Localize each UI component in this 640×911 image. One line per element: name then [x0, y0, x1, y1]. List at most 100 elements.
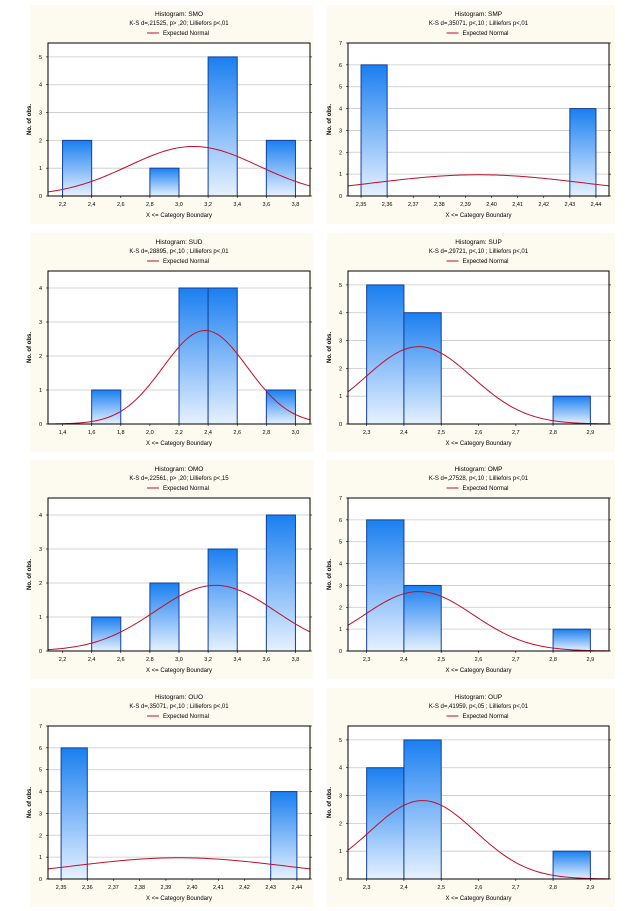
x-tick-label: 2,6	[475, 885, 483, 891]
legend-label: Expected Normal	[163, 259, 209, 265]
y-tick-label: 6	[39, 746, 42, 752]
y-tick-label: 2	[39, 138, 42, 144]
histogram-panel-smp: Histogram: SMP K-S d=,35071, p<,10 ; Lill…	[327, 5, 615, 224]
plot-area	[348, 43, 609, 196]
chart-subtitle: K-S d=,21525, p> ,20; Lilliefors p<,01	[129, 21, 229, 27]
x-tick-label: 2,9	[587, 430, 595, 436]
histogram-bar	[60, 747, 88, 880]
histogram-panel-oup: Histogram: OUP K-S d=,41959, p<,05 ; Lill…	[327, 688, 615, 907]
histogram-panel-sup: Histogram: SUP K-S d=,29721, p<,10 ; Lill…	[327, 233, 615, 452]
x-tick-label: 2,2	[175, 430, 183, 436]
histogram-bar	[207, 56, 238, 197]
x-tick-label: 3,6	[263, 202, 271, 208]
histogram-bar	[366, 767, 405, 880]
y-tick-label: 5	[339, 283, 342, 289]
y-axis-label: No. of obs.	[327, 559, 333, 590]
y-tick-label: 0	[339, 877, 342, 883]
y-tick-label: 3	[339, 128, 342, 134]
y-tick-label: 1	[39, 388, 42, 394]
y-axis-label: No. of obs.	[27, 559, 33, 590]
y-tick-label: 0	[39, 649, 42, 655]
y-tick-label: 2	[339, 821, 342, 827]
expected-normal-curve	[347, 800, 610, 880]
y-tick-label: 0	[339, 422, 342, 428]
y-tick-label: 1	[39, 166, 42, 172]
x-axis-label: X <= Category Boundary	[146, 896, 212, 902]
chart-title: Histogram: SUD	[156, 239, 203, 246]
x-tick-label: 2,8	[549, 885, 557, 891]
x-tick-label: 2,35	[356, 202, 367, 208]
histogram-bar	[265, 139, 296, 197]
x-axis-label: X <= Category Boundary	[146, 668, 212, 674]
x-tick-label: 2,43	[564, 202, 575, 208]
histogram-bar	[265, 514, 296, 652]
x-tick-label: 2,36	[82, 885, 93, 891]
x-tick-label: 3,0	[175, 202, 183, 208]
x-tick-label: 2,7	[512, 657, 520, 663]
x-tick-label: 2,38	[134, 885, 145, 891]
y-tick-label: 3	[339, 794, 342, 800]
legend-label: Expected Normal	[463, 486, 509, 492]
y-tick-label: 1	[339, 849, 342, 855]
x-tick-label: 2,6	[117, 202, 125, 208]
chart-title: Histogram: OUO	[155, 694, 203, 701]
x-tick-label: 2,8	[263, 430, 271, 436]
x-tick-label: 2,4	[88, 202, 96, 208]
legend-label: Expected Normal	[163, 714, 209, 720]
x-tick-label: 3,2	[204, 202, 212, 208]
x-tick-label: 2,38	[434, 202, 445, 208]
x-tick-label: 2,41	[512, 202, 523, 208]
y-tick-label: 3	[339, 583, 342, 589]
chart-subtitle: K-S d=,28895, p<,10 ; Lilliefors p<,01	[129, 249, 229, 255]
x-tick-label: 2,4	[204, 430, 212, 436]
x-axis-label: X <= Category Boundary	[445, 441, 511, 447]
x-tick-label: 3,4	[233, 202, 241, 208]
expected-normal-curve	[47, 329, 311, 425]
x-tick-label: 2,7	[512, 885, 520, 891]
y-axis-label: No. of obs.	[327, 787, 333, 818]
x-axis-label: X <= Category Boundary	[146, 441, 212, 447]
x-tick-label: 2,3	[363, 885, 371, 891]
y-tick-label: 4	[339, 107, 342, 113]
x-axis-label: X <= Category Boundary	[445, 213, 511, 219]
y-tick-label: 1	[39, 615, 42, 621]
x-tick-label: 3,0	[292, 430, 300, 436]
histogram-bar	[552, 628, 591, 652]
expected-normal-curve	[347, 174, 610, 187]
x-tick-label: 3,2	[204, 657, 212, 663]
histogram-panel-smo: Histogram: SMO K-S d=,21525, p> ,20; Lill…	[27, 5, 313, 224]
x-tick-label: 2,6	[117, 657, 125, 663]
y-axis-label: No. of obs.	[27, 104, 33, 135]
x-tick-label: 2,42	[538, 202, 549, 208]
x-tick-label: 2,8	[146, 657, 154, 663]
chart-subtitle: K-S d=,22561, p> ,20; Lilliefors p<,15	[129, 476, 229, 482]
x-tick-label: 3,8	[292, 657, 300, 663]
y-tick-label: 1	[339, 627, 342, 633]
x-tick-label: 2,4	[400, 657, 408, 663]
y-tick-label: 4	[339, 311, 342, 317]
y-tick-label: 4	[339, 766, 342, 772]
x-tick-label: 2,5	[437, 885, 445, 891]
x-tick-label: 3,0	[175, 657, 183, 663]
y-tick-label: 1	[339, 172, 342, 178]
x-tick-label: 2,42	[239, 885, 250, 891]
plot-frame	[47, 725, 311, 880]
x-tick-label: 2,37	[408, 202, 419, 208]
y-tick-label: 0	[339, 194, 342, 200]
chart-subtitle: K-S d=,29721, p<,10 ; Lilliefors p<,01	[429, 249, 529, 255]
y-tick-label: 4	[39, 286, 42, 292]
histogram-bar	[552, 850, 591, 880]
histogram-bar	[552, 395, 591, 425]
x-tick-label: 2,8	[549, 430, 557, 436]
x-tick-label: 2,2	[59, 202, 67, 208]
y-tick-label: 2	[339, 366, 342, 372]
x-axis-label: X <= Category Boundary	[445, 668, 511, 674]
expected-normal-curve	[347, 591, 610, 652]
x-tick-label: 2,35	[56, 885, 67, 891]
x-tick-label: 2,3	[363, 430, 371, 436]
y-tick-label: 7	[39, 724, 42, 730]
x-tick-label: 2,5	[437, 430, 445, 436]
y-tick-label: 2	[39, 833, 42, 839]
histogram-bar	[62, 139, 93, 197]
